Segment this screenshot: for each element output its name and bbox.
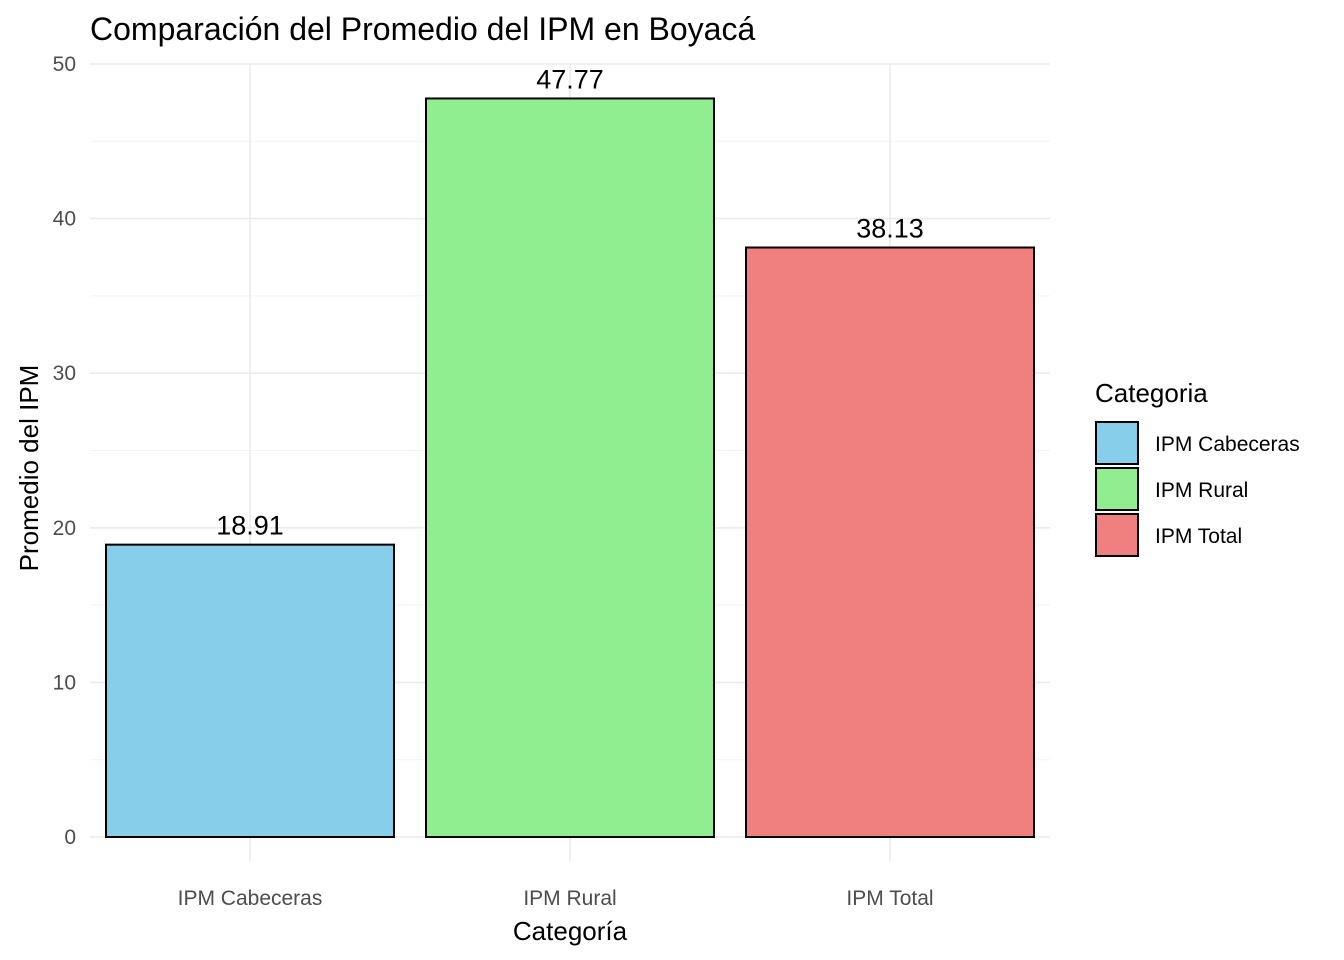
- legend-label: IPM Total: [1155, 525, 1242, 548]
- x-tick-label: IPM Total: [846, 887, 933, 910]
- legend-label: IPM Cabeceras: [1155, 433, 1300, 456]
- legend-items: IPM Cabeceras IPM Rural IPM Total: [1095, 421, 1300, 557]
- y-axis-title: Promedio del IPM: [14, 365, 44, 572]
- legend: Categoria IPM Cabeceras IPM Rural IPM Tota…: [1095, 378, 1300, 557]
- data-label: 18.91: [216, 511, 284, 541]
- data-labels: 18.91 47.77 38.13: [216, 64, 924, 540]
- y-tick-label: 30: [53, 362, 76, 385]
- bar-ipm-total: [745, 246, 1035, 838]
- y-tick-label: 50: [53, 53, 76, 76]
- x-tick-label: IPM Cabeceras: [178, 887, 323, 910]
- x-axis-title: Categoría: [513, 916, 628, 946]
- legend-key: [1095, 421, 1139, 465]
- legend-title: Categoria: [1095, 378, 1208, 408]
- bar-ipm-cabeceras: [105, 543, 395, 839]
- legend-key: [1095, 513, 1139, 557]
- data-label: 47.77: [536, 64, 604, 94]
- data-label: 38.13: [856, 214, 924, 244]
- y-tick-label: 0: [64, 826, 76, 849]
- y-tick-label: 10: [53, 671, 76, 694]
- legend-key: [1095, 467, 1139, 511]
- y-tick-label: 40: [53, 208, 76, 231]
- y-tick-label: 20: [53, 517, 76, 540]
- bar-ipm-rural: [425, 97, 715, 838]
- x-axis-ticks: IPM Cabeceras IPM Rural IPM Total: [178, 887, 934, 910]
- x-tick-label: IPM Rural: [523, 887, 616, 910]
- bars: [105, 97, 1035, 839]
- y-axis-ticks: 0 10 20 30 40 50: [53, 53, 76, 849]
- legend-label: IPM Rural: [1155, 479, 1248, 502]
- chart-title: Comparación del Promedio del IPM en Boya…: [90, 11, 755, 47]
